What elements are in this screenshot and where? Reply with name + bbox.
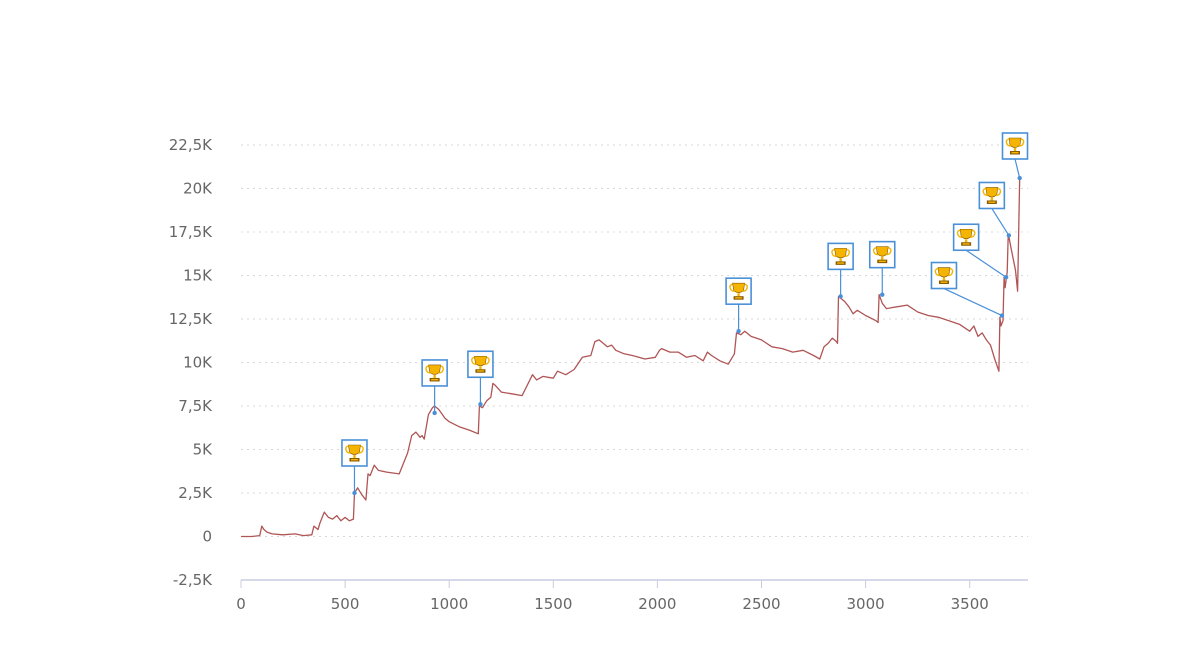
y-tick-label: 12,5K [169,310,213,328]
y-tick-label: 0 [202,528,212,546]
marker-point [1006,233,1012,238]
marker-point [1017,175,1022,181]
trophy-icon [345,444,364,462]
x-tick-label: 3500 [951,595,989,613]
y-tick-label: 7,5K [178,397,213,415]
x-tick-label: 3000 [847,595,885,613]
trophy-icon [1005,137,1025,155]
x-tick-labels: 0 500 1000 1500 2000 2500 3000 3500 [236,595,989,613]
trophy-icon [831,248,850,265]
marker-point [478,402,483,407]
marker-point [432,410,437,416]
marker-point [838,294,843,299]
y-tick-label: 17,5K [169,223,213,241]
grid-lines [241,144,1028,537]
x-tick-label: 2500 [742,595,780,613]
marker-box [930,261,958,290]
marker-connector [991,208,1010,236]
trophy-marker[interactable] [930,261,1005,318]
marker-box [978,181,1006,210]
trophy-marker[interactable] [421,359,448,416]
marker-connector [965,249,1007,278]
trophy-marker[interactable] [952,223,1009,280]
y-tick-labels: -2,5K 0 2,5K 5K 7,5K 10K 12,5K 15K 17,5K 20K 22,5K [169,136,213,589]
y-tick-label: 20K [183,180,213,198]
trophy-icon [934,267,954,285]
y-tick-label: 2,5K [178,484,213,502]
trophy-marker[interactable] [827,242,854,299]
trophy-marker[interactable] [978,181,1012,238]
y-tick-label: -2,5K [173,571,213,589]
trophy-marker[interactable] [341,439,368,496]
marker-point [1003,275,1009,280]
trophy-icon [872,246,892,264]
y-tick-label: 22,5K [169,136,213,154]
marker-point [736,328,741,334]
y-tick-label: 10K [183,354,213,372]
marker-connector [943,287,1003,317]
series [241,176,1021,538]
series-line [241,176,1021,538]
marker-connector [1014,158,1021,179]
trophy-icon [471,355,490,373]
trophy-icon [982,187,1002,204]
y-tick-label: 5K [193,441,214,459]
x-tick-label: 1500 [534,595,572,613]
trophy-marker[interactable] [868,240,896,297]
axes [240,579,1028,588]
x-tick-label: 0 [236,595,246,613]
trophy-marker[interactable] [725,277,752,334]
trophy-marker[interactable] [1001,132,1029,181]
trophy-icon [956,228,976,246]
marker-point [352,490,357,496]
x-tick-label: 1000 [430,595,468,613]
marker-point [999,313,1005,318]
y-tick-label: 15K [183,267,213,285]
x-tick-label: 500 [331,595,360,613]
x-tick-label: 2000 [638,595,676,613]
trophy-icon [729,282,748,300]
marker-point [880,292,885,297]
trophy-markers [341,132,1029,496]
trophy-marker[interactable] [467,350,494,407]
trophy-icon [425,364,444,382]
